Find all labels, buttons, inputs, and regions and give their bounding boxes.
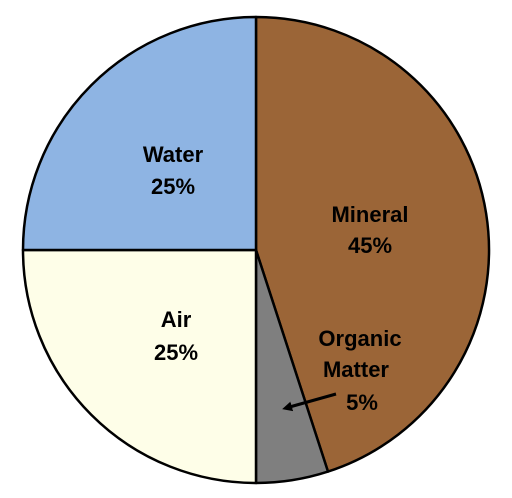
slice-label-organic-line2: Matter xyxy=(323,357,389,382)
slice-value-air: 25% xyxy=(154,340,198,365)
slice-value-water: 25% xyxy=(151,174,195,199)
slice-value-mineral: 45% xyxy=(348,233,392,258)
organic-matter-arrow xyxy=(282,392,337,412)
pie-slices xyxy=(21,15,491,485)
pie-slice-mineral xyxy=(254,15,491,473)
slice-label-organic-line1: Organic xyxy=(318,326,401,351)
slice-label-mineral: Mineral xyxy=(331,202,408,227)
pie-slice-water xyxy=(21,15,258,252)
slice-value-organic: 5% xyxy=(346,390,378,415)
pie-slice-air xyxy=(21,248,258,485)
slice-label-water: Water xyxy=(143,142,204,167)
slice-label-air: Air xyxy=(161,307,192,332)
